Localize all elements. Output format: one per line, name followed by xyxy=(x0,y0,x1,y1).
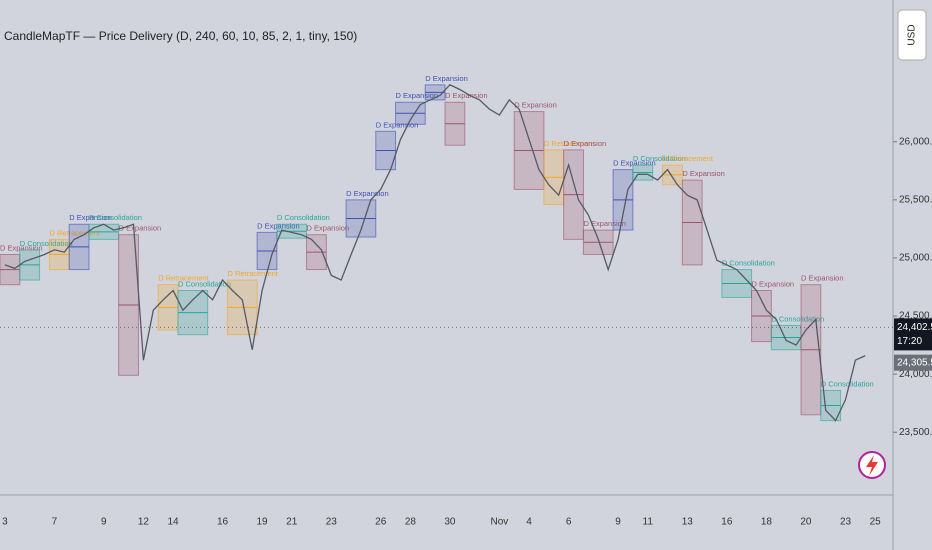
countdown-label: 17:20 xyxy=(897,336,922,347)
marker-price-label: 24,305.50 xyxy=(897,357,932,368)
zone-label: D Retracement xyxy=(158,274,209,283)
x-tick-label: 20 xyxy=(800,517,812,528)
x-tick-label: 14 xyxy=(167,517,179,528)
zone-label: D Consolidation xyxy=(722,259,775,268)
zone-label: D Consolidation xyxy=(89,213,142,222)
x-tick-label: 16 xyxy=(721,517,733,528)
x-tick-label: 13 xyxy=(682,517,694,528)
x-tick-label: Nov xyxy=(490,517,508,528)
zone-label: D Expansion xyxy=(425,74,468,83)
price-line xyxy=(4,84,866,422)
last-price-box xyxy=(894,318,932,351)
zone-label: D Retracement xyxy=(663,154,714,163)
currency-label[interactable]: USD xyxy=(907,24,918,45)
zone-label: D Expansion xyxy=(0,243,43,252)
last-price-label: 24,402.50 xyxy=(897,322,932,333)
x-tick-label: 16 xyxy=(217,517,229,528)
zone-label: D Expansion xyxy=(613,159,656,168)
y-tick-label: 25,500.00 xyxy=(899,194,932,205)
zone-label: D Retracement xyxy=(49,228,100,237)
y-tick-label: 26,000.00 xyxy=(899,136,932,147)
zone-label: D Consolidation xyxy=(633,154,686,163)
x-tick-label: 7 xyxy=(52,517,58,528)
zone-label: D Expansion xyxy=(445,91,488,100)
zone-label: D Expansion xyxy=(69,213,112,222)
zone-label: D Expansion xyxy=(564,139,607,148)
x-tick-label: 3 xyxy=(2,517,8,528)
zone-label: D Consolidation xyxy=(821,379,874,388)
y-tick-label: 25,000.00 xyxy=(899,253,932,264)
x-tick-label: 19 xyxy=(256,517,268,528)
zone-label: D Expansion xyxy=(583,219,626,228)
chart-title: CandleMapTF — Price Delivery (D, 240, 60… xyxy=(4,29,357,43)
marker-price-box xyxy=(894,354,932,371)
zone-label: D Expansion xyxy=(514,101,557,110)
x-tick-label: 18 xyxy=(761,517,773,528)
currency-button[interactable]: USD xyxy=(897,9,927,61)
zone-label: D Expansion xyxy=(346,189,389,198)
currency-box[interactable] xyxy=(897,9,927,61)
zone-label: D Consolidation xyxy=(771,314,824,323)
x-tick-label: 25 xyxy=(870,517,882,528)
zone-label: D Expansion xyxy=(307,224,350,233)
flash-icon[interactable] xyxy=(858,451,886,479)
icon-bolt[interactable] xyxy=(866,455,878,476)
zone-label: D Consolidation xyxy=(277,213,330,222)
zone-label: D Consolidation xyxy=(178,279,231,288)
x-tick-label: 26 xyxy=(375,517,387,528)
zone-label: D Expansion xyxy=(257,221,300,230)
y-tick-label: 23,500.00 xyxy=(899,427,932,438)
zone-label: D Retracement xyxy=(227,269,278,278)
x-tick-label: 6 xyxy=(566,517,572,528)
zone-label: D Consolidation xyxy=(20,239,73,248)
x-tick-label: 28 xyxy=(405,517,417,528)
zone-label: D Expansion xyxy=(801,274,844,283)
x-tick-label: 9 xyxy=(101,517,107,528)
x-tick-label: 11 xyxy=(643,517,654,528)
x-tick-label: 12 xyxy=(138,517,150,528)
zone-label: D Expansion xyxy=(119,224,162,233)
y-tick-label: 24,500.00 xyxy=(899,311,932,322)
zone-label: D Expansion xyxy=(682,169,725,178)
y-tick-label: 24,000.00 xyxy=(899,369,932,380)
x-tick-label: 23 xyxy=(840,517,852,528)
x-tick-label: 23 xyxy=(326,517,338,528)
x-tick-label: 9 xyxy=(615,517,621,528)
zone-label: D Expansion xyxy=(752,279,795,288)
zone-label: D Retracement xyxy=(544,139,595,148)
x-tick-label: 4 xyxy=(526,517,532,528)
zone-label: D Expansion xyxy=(396,91,439,100)
x-tick-label: 30 xyxy=(444,517,456,528)
x-tick-label: 21 xyxy=(286,517,298,528)
